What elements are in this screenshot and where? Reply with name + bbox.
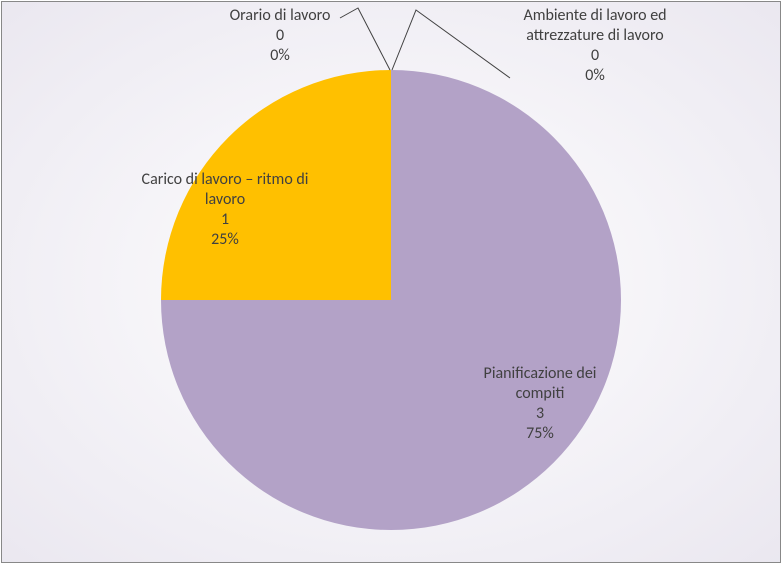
slice-label-name: Carico di lavoro – ritmo di lavoro xyxy=(140,170,310,210)
slice-label-value: 0 xyxy=(195,26,365,46)
slice-label-1: Pianificazione dei compiti375% xyxy=(460,364,620,444)
slice-label-value: 3 xyxy=(460,404,620,424)
slice-label-name: Orario di lavoro xyxy=(195,6,365,26)
slice-label-name: Ambiente di lavoro ed attrezzature di la… xyxy=(510,6,680,46)
slice-label-0: Ambiente di lavoro ed attrezzature di la… xyxy=(510,6,680,86)
slice-label-percent: 0% xyxy=(195,46,365,66)
slice-label-name: Pianificazione dei compiti xyxy=(460,364,620,404)
pie-chart-container: Ambiente di lavoro ed attrezzature di la… xyxy=(0,0,782,564)
slice-label-percent: 25% xyxy=(140,230,310,250)
slice-label-percent: 75% xyxy=(460,424,620,444)
slice-label-percent: 0% xyxy=(510,66,680,86)
slice-label-value: 1 xyxy=(140,210,310,230)
slice-label-3: Orario di lavoro00% xyxy=(195,6,365,66)
slice-label-2: Carico di lavoro – ritmo di lavoro125% xyxy=(140,170,310,250)
slice-label-value: 0 xyxy=(510,46,680,66)
